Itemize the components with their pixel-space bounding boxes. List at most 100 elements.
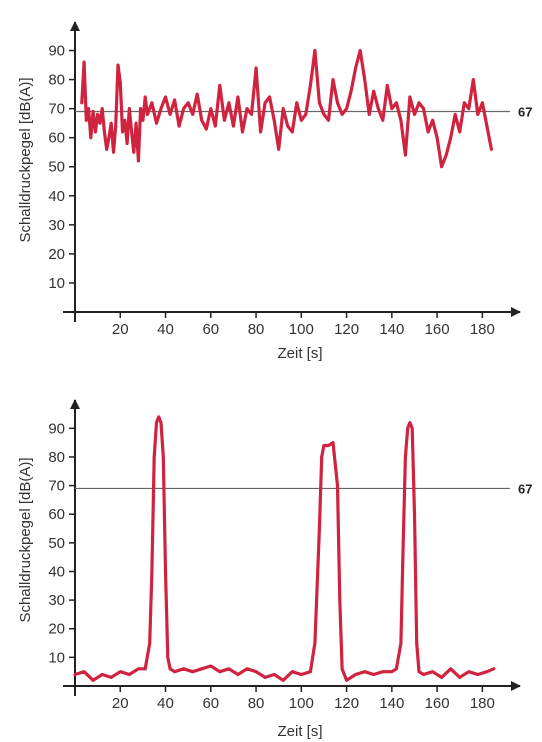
data-point-top (223, 118, 226, 122)
data-point-bottom (372, 673, 376, 676)
data-point-bottom (413, 512, 416, 516)
data-point-top (299, 118, 303, 122)
x-tick-label-bottom: 40 (157, 695, 174, 712)
y-tick-label-bottom: 10 (48, 649, 65, 666)
y-tick-label-bottom: 40 (48, 563, 65, 580)
data-point-top (191, 113, 195, 116)
data-point-top (84, 118, 88, 122)
data-point-bottom (410, 426, 414, 430)
y-tick-label-top: 50 (48, 159, 65, 176)
data-point-bottom (281, 678, 285, 682)
data-point-top (103, 130, 106, 134)
data-point-top (164, 95, 167, 99)
y-tick-label-bottom: 50 (48, 535, 65, 552)
data-point-top (367, 113, 371, 116)
data-point-bottom (168, 667, 172, 671)
data-point-top (458, 130, 462, 134)
data-point-top (150, 101, 154, 105)
data-point-top (109, 121, 113, 125)
data-point-top (232, 124, 235, 128)
data-point-bottom (152, 455, 156, 459)
data-point-top (209, 107, 213, 110)
data-point-top (155, 121, 158, 125)
x-tick-label-top: 140 (379, 321, 404, 338)
data-point-bottom (476, 673, 480, 676)
data-point-bottom (254, 670, 258, 674)
data-point-bottom (381, 670, 385, 674)
data-point-top (173, 98, 177, 102)
data-point-bottom (401, 541, 405, 545)
data-point-top (250, 113, 253, 116)
data-point-bottom (390, 670, 394, 674)
data-point-top (358, 49, 362, 52)
data-point-top (91, 110, 95, 113)
data-point-top (385, 84, 389, 87)
data-point-bottom (440, 676, 443, 679)
reference-line-label-bottom: 67 (518, 481, 532, 496)
data-point-top (322, 113, 326, 116)
data-point-top (177, 124, 181, 128)
x-axis-arrow-top (511, 307, 521, 317)
data-point-top (118, 81, 122, 84)
data-point-bottom (91, 678, 95, 682)
y-axis-label-bottom: Schalldruckpegel [dB(A)] (17, 457, 34, 622)
data-point-top (137, 159, 140, 163)
data-point-bottom (263, 676, 267, 679)
data-point-bottom (200, 667, 204, 671)
data-point-top (146, 113, 149, 116)
data-point-top (80, 101, 84, 105)
data-point-top (159, 107, 163, 110)
data-point-bottom (166, 656, 170, 659)
y-tick-label-bottom: 30 (48, 592, 65, 609)
x-tick-label-top: 40 (157, 321, 174, 338)
data-point-top (471, 78, 475, 81)
data-point-bottom (191, 670, 195, 674)
data-point-top (490, 147, 493, 151)
reference-line-label-top: 67 (518, 105, 532, 120)
data-point-top (195, 92, 199, 96)
data-point-top (336, 101, 339, 105)
data-point-top (340, 113, 344, 116)
data-point-bottom (150, 570, 154, 573)
data-point-top (100, 107, 104, 110)
data-point-top (349, 89, 353, 93)
data-point-top (345, 107, 348, 110)
data-point-top (309, 84, 312, 87)
data-point-bottom (309, 670, 312, 674)
data-point-top (453, 113, 457, 116)
data-point-top (440, 165, 443, 169)
data-point-bottom (408, 421, 412, 424)
data-point-top (404, 153, 407, 157)
data-point-bottom (164, 570, 167, 573)
x-tick-label-top: 120 (334, 321, 359, 338)
data-point-bottom (467, 670, 471, 674)
data-point-top (241, 130, 244, 134)
data-point-bottom (109, 676, 113, 679)
data-point-top (200, 118, 204, 122)
data-point-top (259, 130, 262, 134)
data-point-bottom (182, 667, 186, 671)
x-tick-label-top: 100 (289, 321, 314, 338)
data-point-top (426, 130, 430, 134)
y-tick-label-top: 80 (48, 72, 65, 89)
data-point-bottom (82, 670, 86, 674)
data-point-top (112, 150, 115, 154)
data-point-top (116, 63, 120, 67)
data-point-top (395, 101, 398, 105)
x-tick-label-bottom: 120 (334, 695, 359, 712)
data-point-top (263, 101, 267, 105)
data-point-bottom (118, 670, 122, 674)
data-point-bottom (354, 673, 357, 676)
data-point-top (277, 147, 281, 151)
data-point-top (134, 121, 138, 125)
data-point-top (417, 101, 421, 105)
data-point-bottom (415, 641, 419, 645)
y-tick-label-top: 40 (48, 188, 65, 205)
data-point-bottom (143, 667, 147, 671)
y-tick-label-bottom: 80 (48, 449, 65, 466)
y-axis-arrow-top (70, 21, 80, 31)
data-point-top (281, 107, 285, 110)
data-point-top (107, 136, 111, 140)
x-tick-label-top: 180 (470, 321, 495, 338)
